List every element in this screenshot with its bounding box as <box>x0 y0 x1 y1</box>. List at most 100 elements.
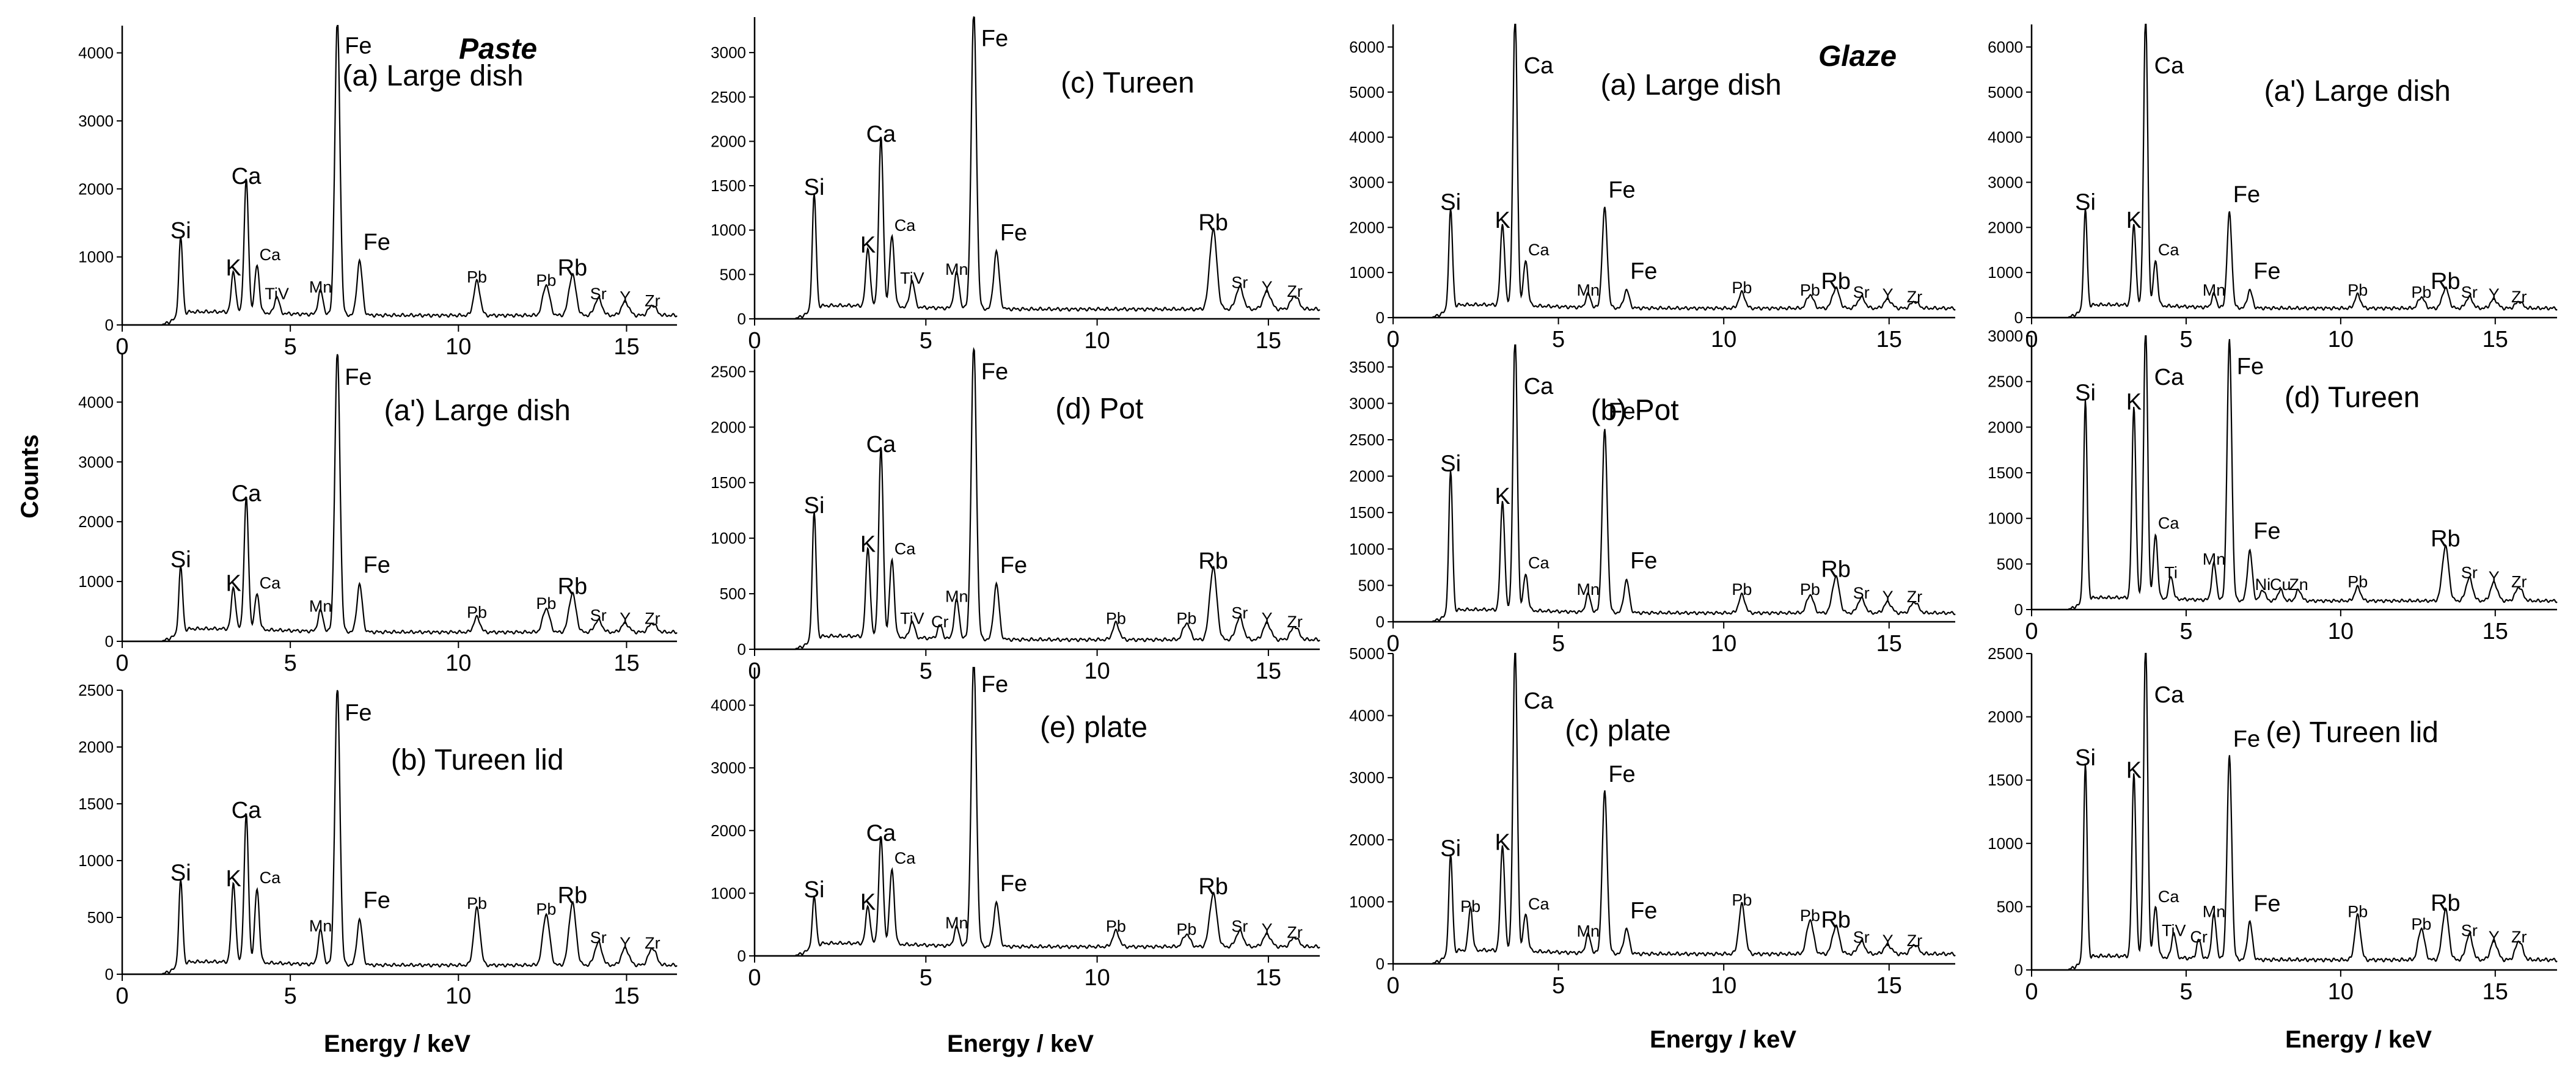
spectrum-line <box>2032 335 2558 611</box>
peak-label: Sr <box>2461 922 2478 940</box>
panel-title: (d) Pot <box>1055 393 1143 425</box>
peak-label: Ca <box>2154 53 2184 79</box>
y-tick-label: 2500 <box>1988 644 2023 663</box>
spectrum-line <box>755 347 1320 650</box>
peak-label: Sr <box>1231 917 1248 935</box>
peak-label: Pb <box>536 900 556 918</box>
peak-label: Fe <box>1630 898 1657 924</box>
x-tick-label: 5 <box>284 334 297 360</box>
panel-title: (d) Tureen <box>2285 381 2420 414</box>
peak-label: Ca <box>895 216 916 235</box>
y-tick-label: 1500 <box>78 795 114 813</box>
x-tick-label: 5 <box>2179 327 2192 352</box>
peak-label: Si <box>804 877 825 903</box>
peak-label: Mn <box>945 260 968 279</box>
peak-label: Ca <box>1528 553 1550 572</box>
peak-label: Mn <box>309 597 332 616</box>
peak-label: Ni <box>2255 575 2271 594</box>
peak-label: Zr <box>645 934 660 952</box>
x-tick-label: 0 <box>115 334 128 360</box>
peak-label: Pb <box>1800 906 1820 925</box>
y-tick-label: 1000 <box>1349 892 1385 911</box>
peak-label: Rb <box>1198 210 1228 236</box>
panel-title: (e) Tureen lid <box>2266 716 2439 749</box>
peak-label: Cr <box>931 613 949 631</box>
x-tick-label: 5 <box>1552 973 1565 999</box>
peak-label: Ca <box>232 481 262 507</box>
peak-label: Fe <box>1608 762 1635 787</box>
peak-label: TiV <box>265 285 289 303</box>
panel-title: (a) Large dish <box>1601 69 1782 101</box>
peak-label: Fe <box>981 359 1008 385</box>
x-tick-label: 0 <box>1386 631 1399 657</box>
y-tick-label: 4000 <box>1349 128 1385 147</box>
x-tick-label: 10 <box>2328 327 2354 352</box>
y-tick-label: 3000 <box>1988 173 2023 191</box>
x-tick-label: 15 <box>1876 327 1902 352</box>
x-tick-label: 5 <box>2179 979 2192 1005</box>
spectrum-panel: 0 1000 2000 3000 4000 0 5 10 15 Si K Ca Ca Mn Fe Fe Pb Pb… <box>78 354 678 676</box>
peak-label: Rb <box>1821 269 1851 294</box>
peak-label: Fe <box>2253 519 2280 544</box>
x-tick-label: 10 <box>1084 658 1110 684</box>
peak-label: Ca <box>232 798 262 823</box>
peak-label: Y <box>620 934 631 952</box>
y-tick-label: 500 <box>720 265 746 283</box>
peak-label: Y <box>1883 285 1894 304</box>
y-tick-label: 2000 <box>78 512 114 531</box>
peak-label: Zr <box>1907 931 1922 950</box>
y-tick-label: 1000 <box>78 851 114 870</box>
peak-label: Y <box>1883 931 1894 950</box>
x-tick-label: 10 <box>445 983 471 1009</box>
peak-label: Pb <box>467 894 487 913</box>
peak-label: Ca <box>895 849 916 867</box>
y-tick-label: 1500 <box>1988 464 2023 482</box>
panel-title: (c) Tureen <box>1061 67 1195 100</box>
panel-title: (b) Pot <box>1591 394 1679 426</box>
peak-label: Mn <box>2203 550 2226 568</box>
panel-title: (e) plate <box>1040 711 1147 743</box>
peak-label: Y <box>1262 278 1273 296</box>
peak-label: Mn <box>945 914 968 932</box>
peak-label: Si <box>170 861 191 886</box>
spectrum-panel: 0 500 1000 1500 2000 2500 0 5 10 15 Si K Ca Ca Mn Fe Fe P… <box>78 681 678 1009</box>
y-tick-label: 1000 <box>711 529 746 547</box>
peak-label: Rb <box>1821 907 1851 933</box>
peak-label: Y <box>2489 568 2500 586</box>
glaze-group-label: Glaze <box>1818 40 1897 73</box>
spectrum-panel: 0 500 1000 1500 2000 2500 3000 3500 0 5 10 15 Si K Ca C… <box>1349 344 1956 657</box>
peak-label: Fe <box>2237 354 2264 379</box>
x-tick-label: 10 <box>2328 979 2354 1005</box>
peak-label: Cu <box>2270 575 2291 594</box>
y-tick-label: 1000 <box>1988 509 2023 528</box>
panel-title: (c) plate <box>1565 715 1670 747</box>
peak-label: Mn <box>945 587 968 605</box>
y-tick-label: 0 <box>105 965 114 983</box>
spectrum-line <box>122 24 678 326</box>
peak-label: Si <box>1440 190 1461 216</box>
y-tick-label: 0 <box>737 640 746 658</box>
y-tick-label: 500 <box>720 585 746 603</box>
panel-title: (a) Large dish <box>342 60 523 92</box>
peak-label: Si <box>804 175 825 200</box>
peak-label: K <box>860 889 876 915</box>
peak-label: TiV <box>900 610 924 628</box>
y-tick-label: 2000 <box>1988 218 2023 236</box>
peak-label: Rb <box>558 883 588 909</box>
spectrum-line <box>1393 344 1956 623</box>
x-tick-label: 15 <box>613 650 639 676</box>
peak-label: Pb <box>536 594 556 613</box>
x-tick-label: 15 <box>2483 327 2508 352</box>
y-tick-label: 1000 <box>78 248 114 266</box>
y-tick-label: 500 <box>1358 576 1385 594</box>
peak-label: Y <box>2489 285 2500 304</box>
peak-label: Pb <box>2411 915 2431 933</box>
y-tick-label: 2000 <box>1349 467 1385 486</box>
peak-label: Fe <box>1608 399 1635 425</box>
y-tick-label: 6000 <box>1988 38 2023 56</box>
spectrum-line <box>755 16 1320 320</box>
